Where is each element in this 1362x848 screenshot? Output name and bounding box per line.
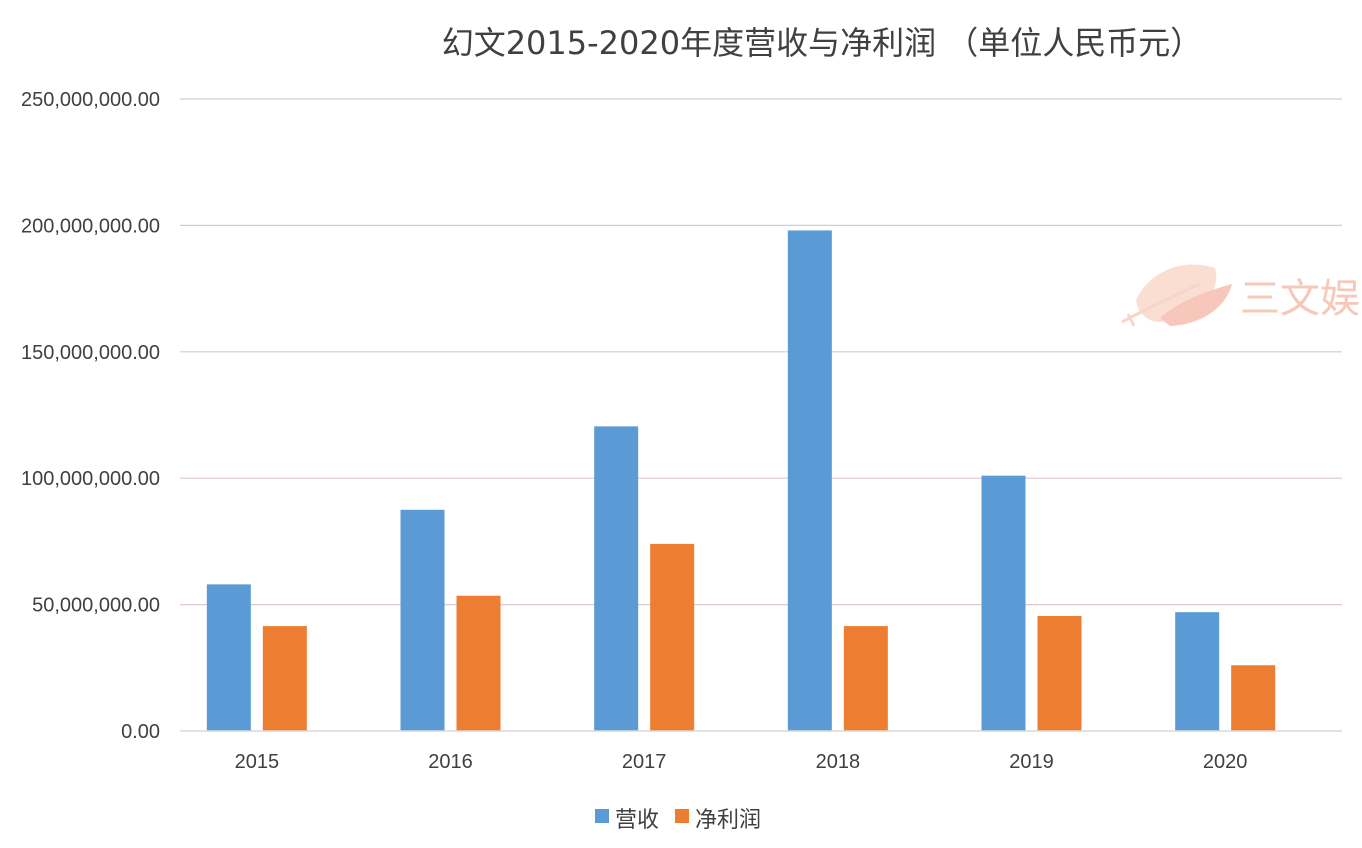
watermark: 三文娱 — [1121, 264, 1360, 327]
x-tick-label: 2019 — [1009, 751, 1054, 773]
bars — [206, 230, 1276, 731]
legend: 营收 净利润 — [595, 808, 761, 833]
leaf-logo-icon — [1121, 264, 1232, 327]
bar-revenue-2016 — [400, 509, 445, 731]
y-tick-label: 0.00 — [121, 721, 160, 743]
bar-net-profit-2018 — [843, 626, 888, 731]
bar-revenue-2015 — [206, 584, 251, 731]
bar-net-profit-2020 — [1231, 665, 1276, 731]
y-tick-label: 150,000,000.00 — [21, 342, 160, 364]
legend-label: 营收 — [615, 808, 659, 833]
bar-revenue-2018 — [787, 230, 832, 731]
bar-revenue-2017 — [594, 426, 639, 731]
bar-revenue-2019 — [981, 475, 1026, 731]
x-tick-label: 2020 — [1203, 751, 1248, 773]
bar-net-profit-2015 — [262, 626, 307, 731]
x-tick-label: 2018 — [816, 751, 861, 773]
bar-net-profit-2017 — [650, 543, 695, 731]
x-tick-label: 2015 — [235, 751, 280, 773]
x-tick-label: 2016 — [428, 751, 473, 773]
y-tick-label: 250,000,000.00 — [21, 89, 160, 111]
x-tick-label: 2017 — [622, 751, 667, 773]
legend-swatch — [595, 809, 609, 823]
x-axis-tick-labels: 2015 2016 2017 2018 2019 2020 — [235, 751, 1248, 773]
y-axis-tick-labels: 0.00 50,000,000.00 100,000,000.00 150,000,0… — [21, 89, 160, 743]
bar-net-profit-2019 — [1037, 615, 1082, 731]
y-tick-label: 100,000,000.00 — [21, 468, 160, 490]
bar-net-profit-2016 — [456, 595, 501, 731]
legend-swatch — [675, 809, 689, 823]
watermark-text: 三文娱 — [1240, 276, 1360, 322]
bar-revenue-2020 — [1175, 612, 1220, 731]
chart-title: 幻文2015-2020年度营收与净利润 （单位人民币元） — [442, 24, 1203, 62]
y-tick-label: 50,000,000.00 — [32, 595, 160, 617]
y-tick-label: 200,000,000.00 — [21, 215, 160, 237]
gridlines — [180, 98, 1342, 606]
legend-label: 净利润 — [695, 808, 761, 833]
